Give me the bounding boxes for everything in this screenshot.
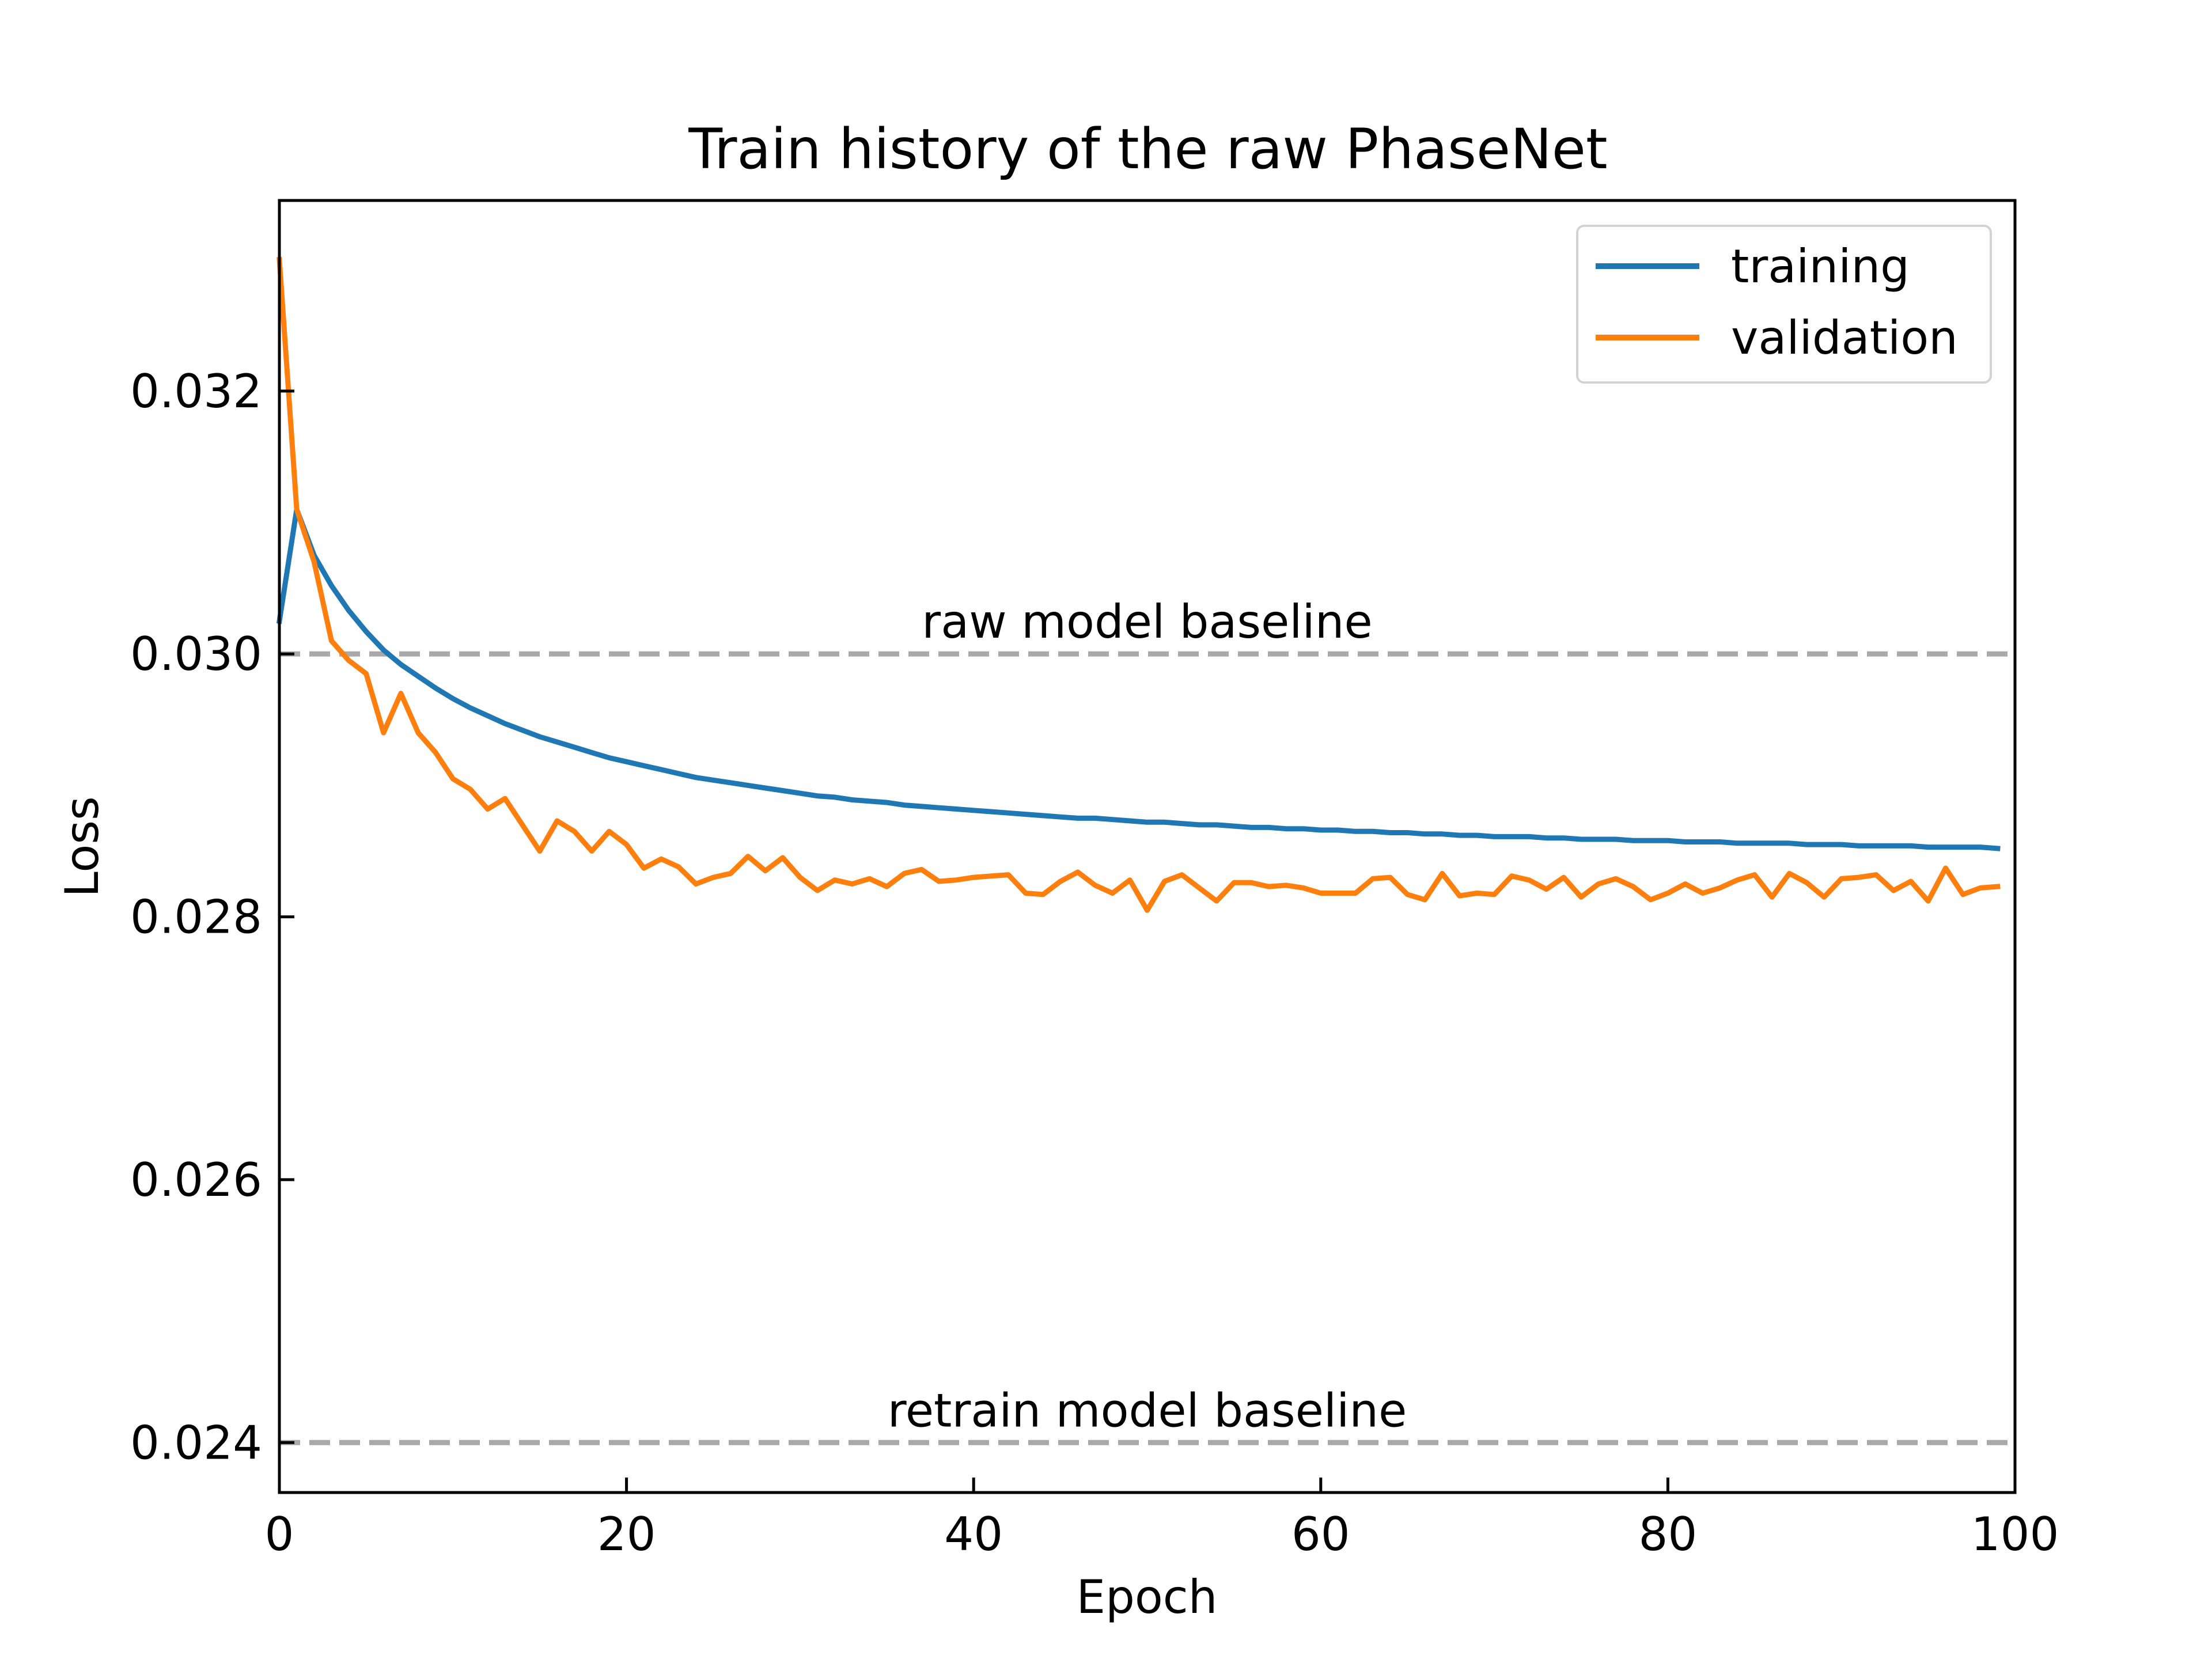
y-tick-label: 0.024 <box>130 1416 262 1469</box>
y-axis: 0.024 0.026 0.028 0.030 0.032 <box>130 365 294 1469</box>
legend-label-validation: validation <box>1731 311 1958 365</box>
training-line <box>276 506 2001 851</box>
y-tick-label: 0.028 <box>130 891 262 944</box>
x-tick-label: 80 <box>1639 1508 1698 1561</box>
y-axis-label: Loss <box>55 796 109 897</box>
y-tick-label: 0.032 <box>130 365 262 418</box>
plot-frame <box>278 199 2017 1494</box>
reference-lines: raw model baseline retrain model baseline <box>279 595 2015 1445</box>
x-tick-label: 100 <box>1971 1508 2059 1561</box>
x-tick-label: 0 <box>265 1508 294 1561</box>
y-tick-label: 0.030 <box>130 627 262 681</box>
x-axis: 0 20 40 60 80 100 <box>265 1478 2059 1561</box>
y-tick-label: 0.026 <box>130 1153 262 1207</box>
x-tick-label: 60 <box>1291 1508 1350 1561</box>
legend-label-training: training <box>1731 240 1910 293</box>
x-axis-label: Epoch <box>1077 1570 1218 1624</box>
chart-title: Train history of the raw PhaseNet <box>688 117 1607 181</box>
x-tick-label: 40 <box>944 1508 1003 1561</box>
retrain-model-baseline-label: retrain model baseline <box>888 1384 1407 1437</box>
raw-model-baseline-label: raw model baseline <box>922 595 1372 649</box>
legend: training validation <box>1576 225 1992 384</box>
series-layer <box>276 256 2001 913</box>
x-tick-label: 20 <box>597 1508 656 1561</box>
validation-line <box>276 256 2001 913</box>
